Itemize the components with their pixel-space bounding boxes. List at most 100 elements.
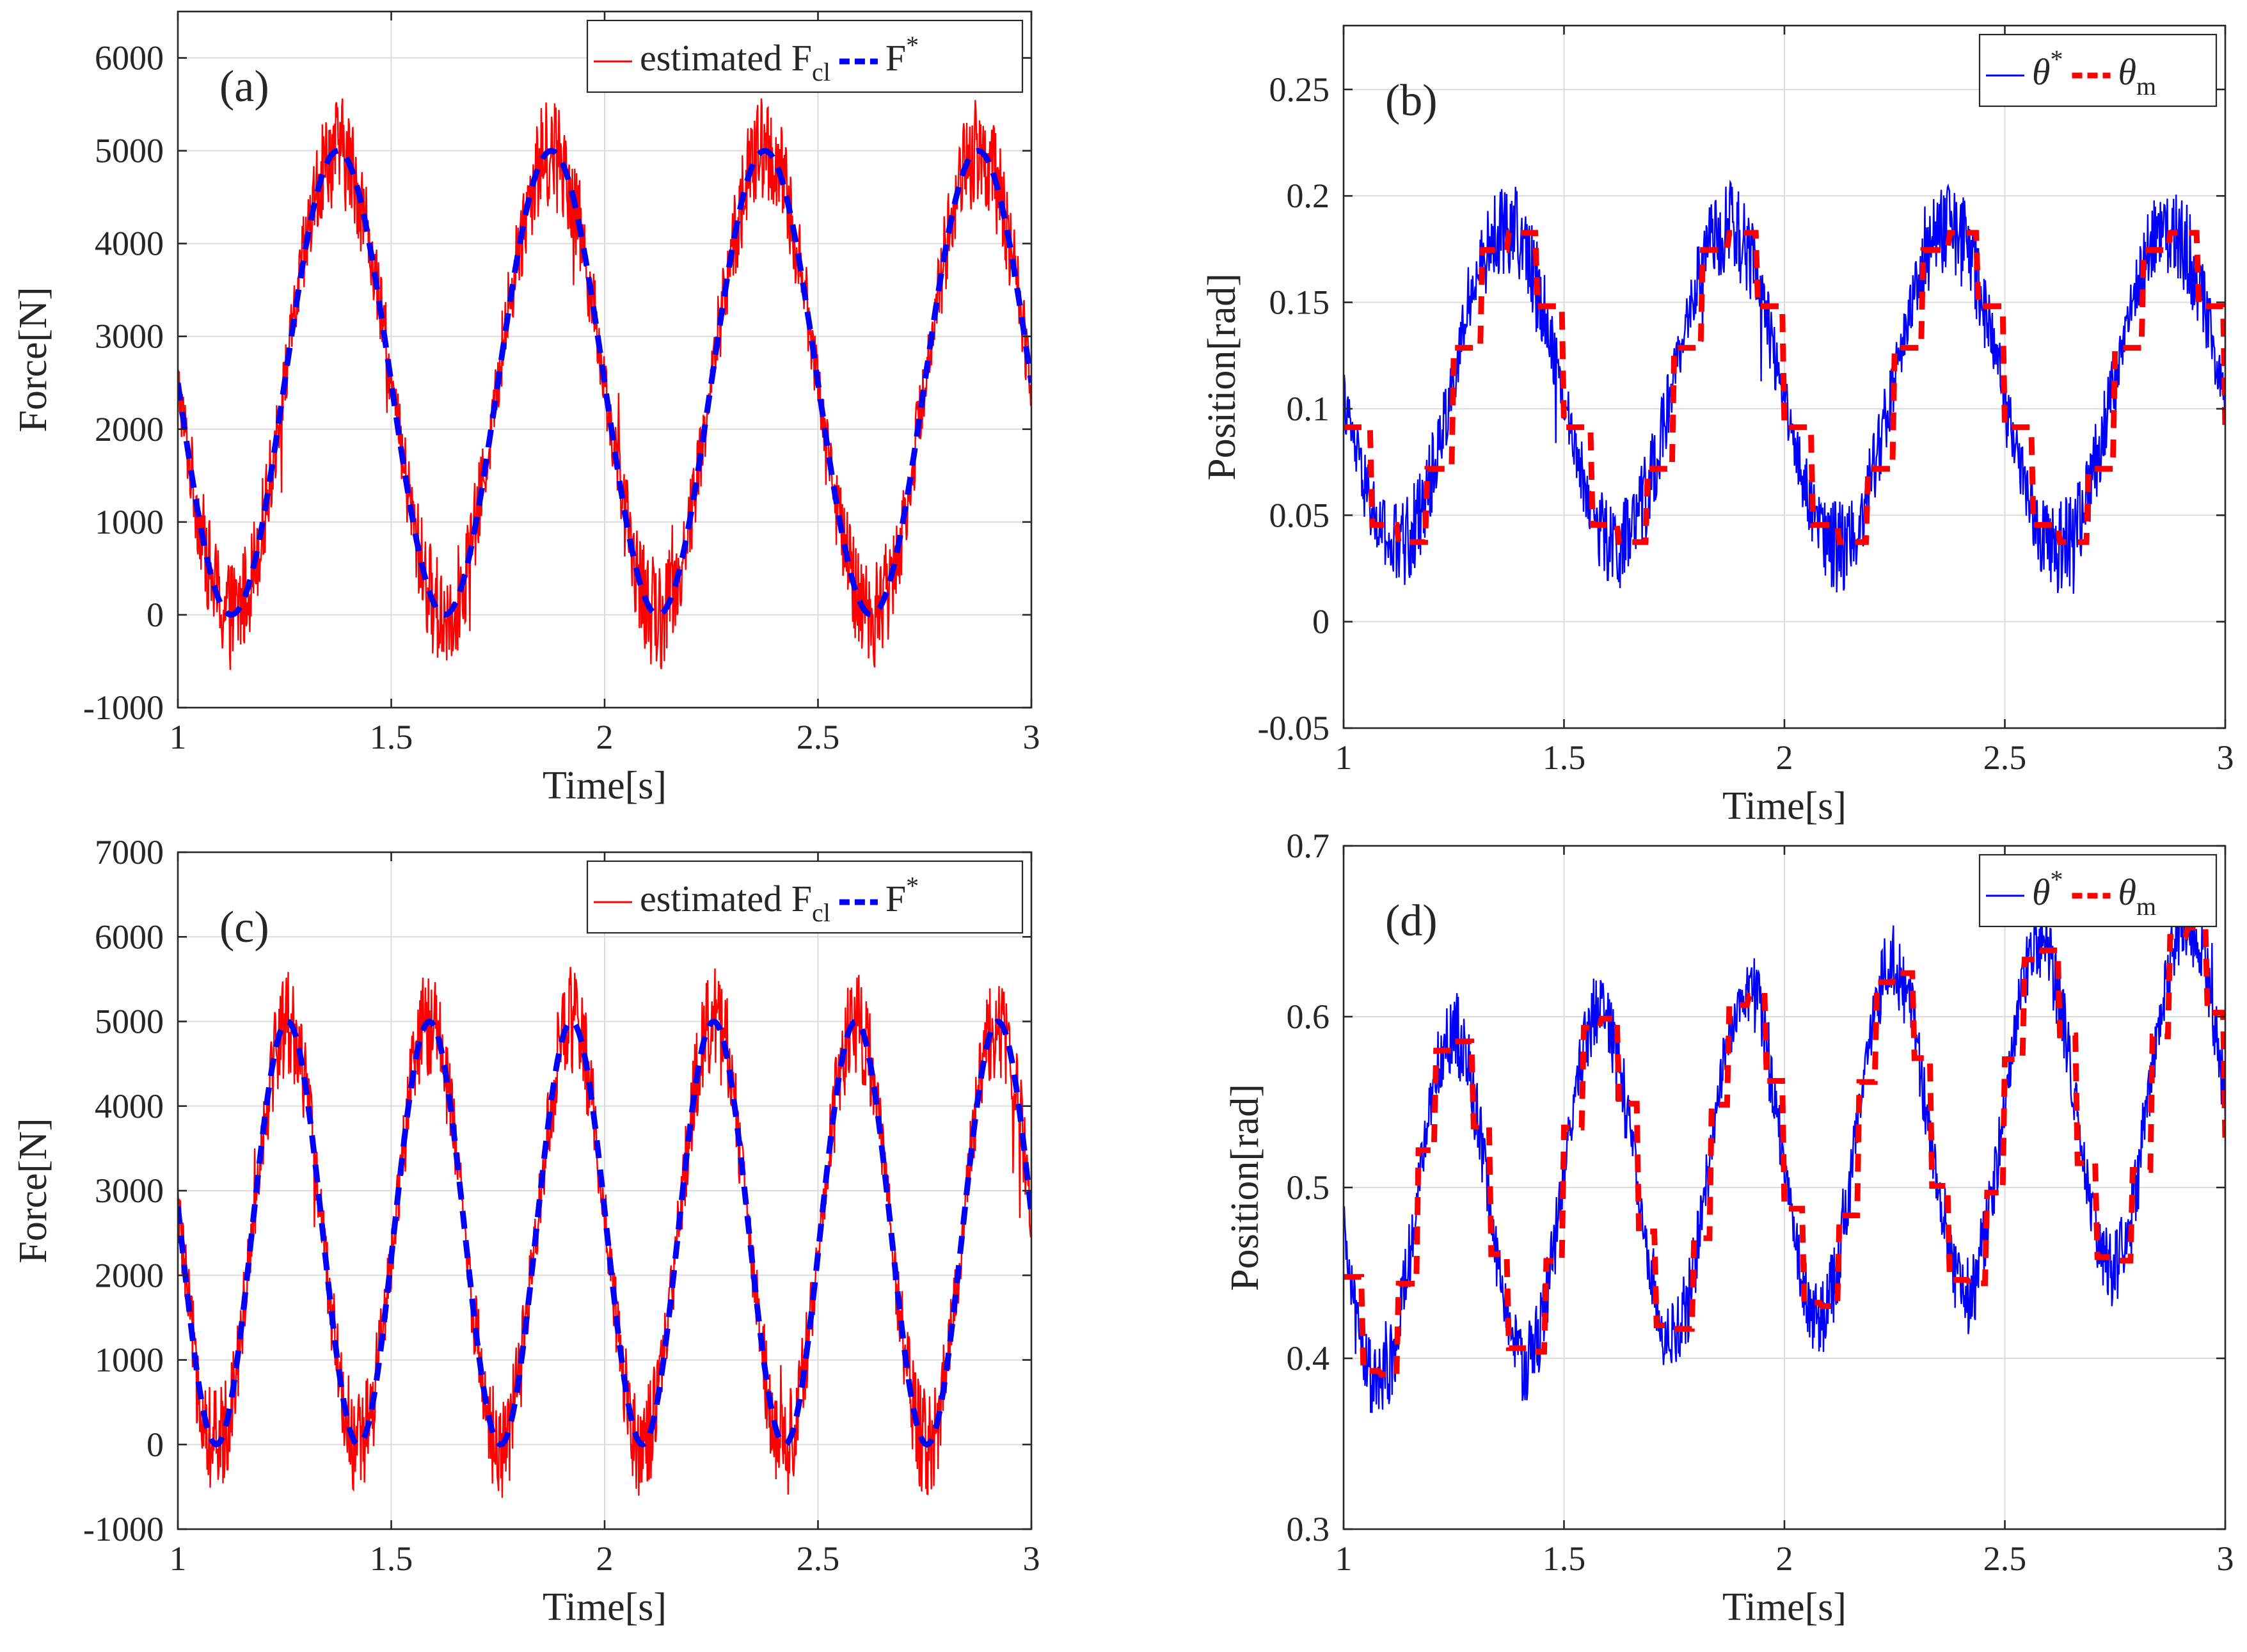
x-tick-label: 2.5: [797, 718, 840, 756]
subplot-c: 1 1.5 2 2.5 3 -1000 0 1000 2000 3000 4000 5000 6000 7…: [12, 833, 1040, 1629]
x-tick-label: 2.5: [797, 1539, 840, 1578]
x-tick-label: 3: [2217, 738, 2234, 777]
y-tick-label: 4000: [95, 1087, 164, 1125]
series-line-noisy: [1344, 179, 2225, 594]
legend-label: θ*: [2032, 865, 2063, 913]
legend-label-sup: *: [906, 31, 919, 60]
legend-label: θm: [2118, 51, 2157, 100]
y-tick-label: 0.1: [1287, 390, 1330, 428]
legend-label-name: θ: [2032, 51, 2051, 93]
x-tick-label: 2.5: [1983, 1539, 2027, 1578]
x-tick-label: 1: [170, 1539, 187, 1578]
x-tick-label: 1: [170, 718, 187, 756]
legend-label-name: θ: [2032, 871, 2051, 913]
subplot-b: 1 1.5 2 2.5 3 -0.05 0 0.05 0.1 0.15 0.2 0.25 Time[s]…: [1200, 24, 2234, 828]
legend-label: estimated Fcl: [640, 878, 830, 927]
y-tick-label: 6000: [95, 39, 164, 77]
y-tick-label: 0.2: [1287, 177, 1330, 215]
legend: estimated Fcl F*: [586, 860, 1024, 934]
series-line-dashed: [178, 148, 1031, 618]
x-tick-label: 1.5: [370, 718, 413, 756]
y-tick-label: 1000: [95, 1341, 164, 1379]
y-tick-label: 4000: [95, 225, 164, 263]
legend-label-sup: *: [906, 871, 919, 900]
y-tick-label: 2000: [95, 1256, 164, 1294]
legend-label: F*: [885, 871, 919, 919]
y-tick-label: 5000: [95, 1003, 164, 1041]
y-tick-label: 3000: [95, 317, 164, 356]
legend-label-name: θ: [2118, 51, 2137, 93]
y-tick-label: 0: [1312, 603, 1330, 641]
y-tick-label: 0.15: [1269, 283, 1330, 322]
legend: θ* θm: [1978, 854, 2218, 928]
x-tick-label: 1: [1335, 738, 1353, 777]
panel-label: (b): [1385, 76, 1438, 125]
y-tick-label: 0: [147, 1426, 164, 1464]
x-tick-label: 3: [2217, 1539, 2234, 1578]
legend-label-name: F: [885, 37, 906, 79]
x-tick-label: 1.5: [1543, 1539, 1586, 1578]
y-axis-label: Position[rad]: [1223, 1084, 1267, 1291]
legend-label-name: estimated F: [640, 878, 812, 919]
legend-label-name: estimated F: [640, 37, 812, 79]
x-tick-label: 2: [1776, 738, 1793, 777]
y-tick-label: 0.4: [1287, 1339, 1330, 1378]
legend-label-sup: *: [2051, 865, 2063, 894]
panel-label: (d): [1385, 896, 1438, 946]
y-axis-label: Force[N]: [12, 1118, 55, 1263]
legend-label: estimated Fcl: [640, 37, 830, 86]
legend-label-sub: m: [2136, 72, 2156, 100]
y-tick-label: 0.7: [1287, 827, 1330, 865]
series-line-noisy: [1344, 882, 2225, 1413]
y-tick-label: 0.6: [1287, 997, 1330, 1036]
series-line-dashed: [178, 1018, 1031, 1448]
x-axis-label: Time[s]: [1722, 1585, 1846, 1629]
x-tick-label: 1.5: [1543, 738, 1586, 777]
x-tick-label: 2.5: [1983, 738, 2027, 777]
x-tick-label: 1.5: [370, 1539, 413, 1578]
legend-label-sup: *: [2051, 45, 2063, 74]
legend-label-sub: m: [2136, 892, 2156, 921]
x-axis-label: Time[s]: [543, 764, 667, 807]
x-axis-label: Time[s]: [543, 1585, 667, 1629]
y-tick-label: 3000: [95, 1171, 164, 1210]
legend-label: F*: [885, 31, 919, 79]
y-tick-label: -1000: [83, 688, 164, 727]
legend: estimated Fcl F*: [586, 19, 1024, 93]
x-tick-label: 3: [1023, 718, 1040, 756]
y-tick-label: 0.5: [1287, 1168, 1330, 1207]
x-tick-label: 2: [1776, 1539, 1793, 1578]
y-tick-label: 0.3: [1287, 1510, 1330, 1548]
legend: θ* θm: [1978, 33, 2218, 107]
legend-label-sub: cl: [812, 58, 830, 86]
legend-label-name: F: [885, 878, 906, 919]
x-tick-label: 1: [1335, 1539, 1353, 1578]
panel-label: (a): [219, 62, 269, 111]
legend-box: [586, 19, 1024, 93]
subplot-d: 1 1.5 2 2.5 3 0.3 0.4 0.5 0.6 0.7 Time[s] Position[…: [1223, 827, 2234, 1629]
legend-label-sub: cl: [812, 898, 830, 927]
y-axis-label: Position[rad]: [1200, 273, 1244, 481]
x-tick-label: 3: [1023, 1539, 1040, 1578]
legend-box: [1978, 854, 2218, 928]
x-axis-label: Time[s]: [1722, 784, 1846, 828]
y-tick-label: 5000: [95, 132, 164, 170]
y-tick-label: 6000: [95, 917, 164, 956]
legend-box: [1978, 33, 2218, 107]
legend-label-name: θ: [2118, 871, 2137, 913]
y-tick-label: 1000: [95, 503, 164, 541]
y-tick-label: -1000: [83, 1510, 164, 1548]
y-tick-label: 2000: [95, 410, 164, 449]
panel-label: (c): [219, 903, 269, 952]
subplot-a: 1 1.5 2 2.5 3 -1000 0 1000 2000 3000 4000 5000 6000 T…: [12, 10, 1040, 807]
y-tick-label: 0.25: [1269, 70, 1330, 109]
y-axis-label: Force[N]: [12, 287, 55, 432]
series-line-dashed: [1344, 230, 2225, 545]
series-line-noisy: [178, 98, 1031, 671]
y-tick-label: 0: [147, 596, 164, 634]
x-tick-label: 2: [596, 1539, 614, 1578]
legend-label: θ*: [2032, 45, 2063, 93]
y-tick-label: 7000: [95, 833, 164, 871]
y-tick-label: -0.05: [1258, 709, 1330, 747]
